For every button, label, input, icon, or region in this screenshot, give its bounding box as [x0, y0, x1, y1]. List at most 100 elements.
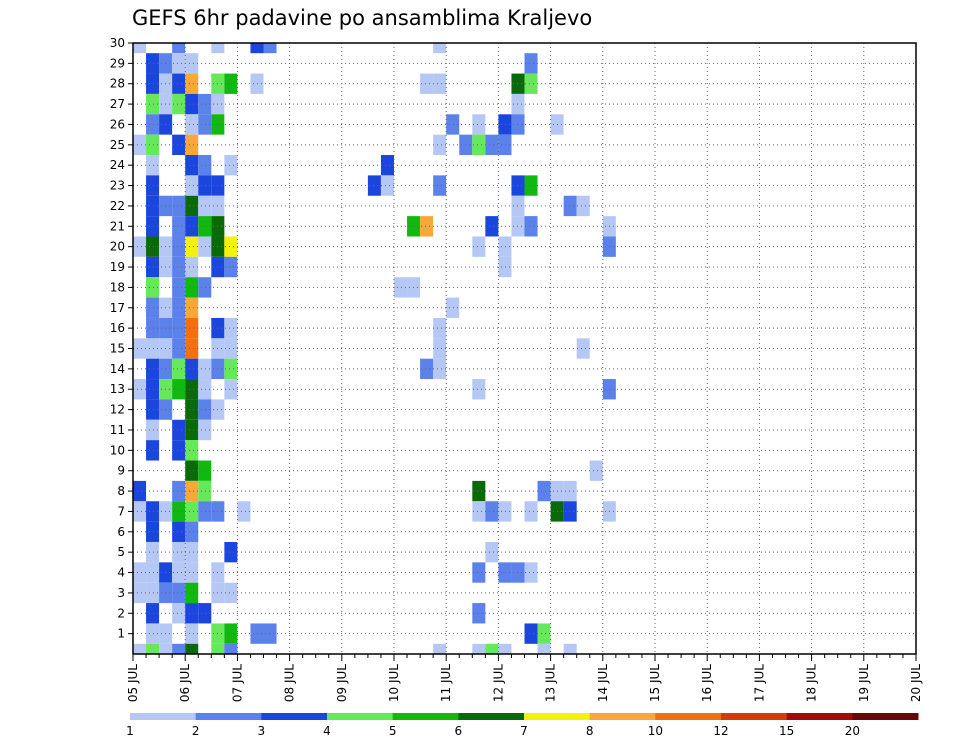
heatmap-cell — [211, 643, 225, 654]
heatmap-cell — [185, 358, 199, 380]
x-tick-label: 06 JUL — [178, 664, 192, 702]
heatmap-cell — [472, 643, 486, 654]
heatmap-cell — [576, 338, 590, 359]
heatmap-cell — [433, 175, 447, 196]
heatmap-cell — [524, 623, 538, 644]
heatmap-cell — [172, 338, 186, 359]
y-tick-label: 26 — [110, 117, 125, 131]
y-tick-label: 21 — [110, 219, 125, 233]
heatmap-cell — [380, 155, 394, 176]
heatmap-cell — [172, 43, 186, 54]
y-tick-label: 7 — [117, 504, 125, 518]
y-tick-label: 11 — [110, 423, 125, 437]
heatmap-cell — [433, 73, 447, 94]
heatmap-cell — [146, 93, 160, 115]
heatmap-cell — [146, 338, 160, 359]
heatmap-cell — [133, 379, 147, 400]
heatmap-cell — [433, 338, 447, 359]
heatmap-cell — [563, 195, 577, 217]
heatmap-cell — [172, 256, 186, 278]
heatmap-cell — [146, 501, 160, 522]
heatmap-cell — [172, 440, 186, 461]
heatmap-cell — [172, 134, 186, 156]
heatmap-cell — [185, 562, 199, 583]
heatmap-cell — [589, 460, 603, 481]
heatmap-cell — [185, 399, 199, 420]
heatmap-cell — [485, 541, 499, 563]
heatmap-cell — [367, 175, 381, 196]
heatmap-cell — [185, 521, 199, 542]
heatmap-cell — [433, 317, 447, 339]
x-tick-label: 10 JUL — [387, 664, 401, 702]
heatmap-cell — [446, 114, 460, 135]
heatmap-cell — [146, 521, 160, 542]
heatmap-cell — [185, 501, 199, 522]
heatmap-cell — [146, 419, 160, 441]
heatmap-cell — [224, 358, 238, 380]
heatmap-cell — [524, 175, 538, 196]
y-tick-label: 29 — [110, 56, 125, 70]
heatmap-cell — [198, 216, 212, 237]
heatmap-cell — [172, 379, 186, 400]
heatmap-cell — [563, 643, 577, 654]
heatmap-cell — [524, 216, 538, 237]
heatmap-cell — [185, 643, 199, 654]
heatmap-cell — [185, 317, 199, 339]
colorbar-label: 4 — [323, 724, 331, 738]
heatmap-cell — [198, 379, 212, 400]
y-tick-label: 23 — [110, 179, 125, 193]
y-tick-label: 5 — [117, 545, 125, 559]
heatmap-cell — [485, 643, 499, 654]
y-tick-label: 18 — [110, 280, 125, 294]
y-tick-label: 22 — [110, 199, 125, 213]
heatmap-cell — [420, 216, 434, 237]
heatmap-cell — [146, 114, 160, 135]
heatmap-cell — [146, 256, 160, 278]
y-tick-label: 1 — [117, 627, 125, 641]
heatmap-cell — [146, 440, 160, 461]
y-tick-label: 4 — [117, 566, 125, 580]
colorbar-segment — [458, 713, 525, 720]
heatmap-cell — [172, 541, 186, 563]
colorbar-segment — [852, 713, 919, 720]
heatmap-cell — [198, 155, 212, 176]
colorbar-label: 8 — [586, 724, 594, 738]
heatmap-cell — [133, 236, 147, 257]
colorbar-label: 7 — [520, 724, 528, 738]
heatmap-cell — [198, 399, 212, 420]
x-tick-label: 19 JUL — [857, 664, 871, 702]
heatmap-cell — [198, 480, 212, 502]
heatmap-cell — [146, 134, 160, 156]
y-tick-label: 12 — [110, 403, 125, 417]
heatmap-cell — [224, 338, 238, 359]
x-axis-ticks: 05 JUL 06 JUL 07 JUL 08 JUL 09 JUL 10 JUL 11 J… — [126, 654, 923, 702]
heatmap-cell — [146, 541, 160, 563]
heatmap-cell — [185, 277, 199, 298]
colorbar-segment — [655, 713, 722, 720]
colorbar-label: 20 — [845, 724, 860, 738]
colorbar-segment — [589, 713, 656, 720]
heatmap-cell — [224, 541, 238, 563]
heatmap-cell — [250, 43, 264, 54]
heatmap-cell — [498, 562, 512, 583]
heatmap-cell — [172, 297, 186, 318]
heatmap-cell — [185, 541, 199, 563]
heatmap-cell — [198, 93, 212, 115]
heatmap-cell — [185, 175, 199, 196]
heatmap-cell — [185, 93, 199, 115]
heatmap-cell — [537, 480, 551, 502]
heatmap-cell — [433, 134, 447, 156]
heatmap-cell — [524, 73, 538, 94]
colorbar-label: 2 — [192, 724, 200, 738]
heatmap-cell — [146, 358, 160, 380]
heatmap-cell — [472, 134, 486, 156]
x-tick-label: 17 JUL — [752, 664, 766, 702]
heatmap-cell — [172, 562, 186, 583]
colorbar-label: 1 — [126, 724, 134, 738]
x-tick-label: 11 JUL — [439, 664, 453, 702]
heatmap-cell — [185, 195, 199, 217]
heatmap-cell — [237, 501, 251, 522]
y-tick-label: 30 — [110, 36, 125, 50]
heatmap-cell — [198, 195, 212, 217]
